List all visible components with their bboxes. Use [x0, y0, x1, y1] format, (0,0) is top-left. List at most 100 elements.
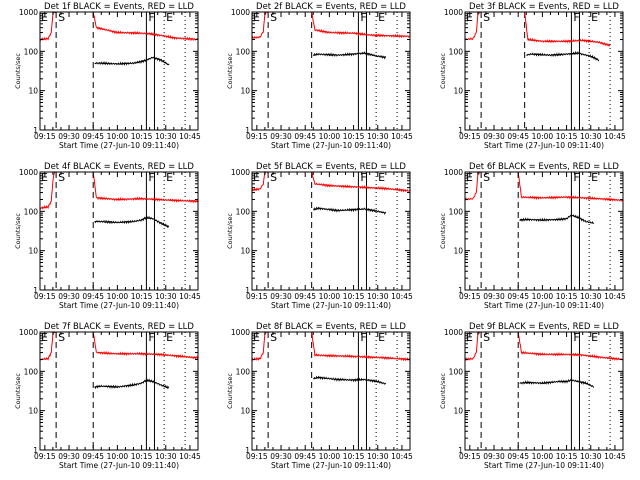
marker-label: E [166, 171, 173, 184]
y-tick-label: 1 [245, 446, 250, 455]
x-tick-label: 10:30 [367, 452, 389, 461]
x-tick-label: 09:30 [58, 292, 80, 301]
plot-frame [464, 331, 624, 451]
panel-title: Det 8f BLACK = Events, RED = LLD [256, 322, 406, 332]
marker-label: E [591, 331, 598, 344]
panel-title: Det 9f BLACK = Events, RED = LLD [469, 322, 619, 332]
x-axis-label: Start Time (27-Jun-10 09:11:40) [271, 301, 391, 310]
marker-label: F [148, 331, 154, 344]
marker-label: E [166, 331, 173, 344]
x-tick-label: 09:45 [82, 292, 104, 301]
x-tick-label: 09:15 [246, 132, 268, 141]
x-tick-label: 10:30 [367, 292, 389, 301]
y-tick-label: 1 [245, 126, 250, 135]
x-tick-label: 10:30 [580, 292, 602, 301]
series-line-events [94, 215, 170, 229]
y-tick-label: 1 [33, 446, 38, 455]
y-tick-label: 100 [449, 47, 464, 56]
plot-frame [251, 331, 411, 451]
series-line-events [94, 56, 170, 66]
series-line-lld [251, 331, 269, 361]
panel-title: Det 2f BLACK = Events, RED = LLD [256, 2, 406, 12]
x-tick-label: 10:00 [532, 292, 554, 301]
marker-label: F [573, 171, 579, 184]
marker-label: E [466, 331, 473, 344]
x-tick-label: 09:30 [483, 292, 505, 301]
marker-label: S [58, 331, 65, 344]
x-tick-label: 10:30 [367, 132, 389, 141]
marker-label: F [573, 331, 579, 344]
marker-label: E [41, 331, 48, 344]
plot-frame [251, 171, 411, 291]
y-tick-label: 10 [240, 247, 250, 256]
plot-frame [39, 171, 199, 291]
x-axis-label: Start Time (27-Jun-10 09:11:40) [271, 461, 391, 470]
marker-label: F [360, 11, 366, 24]
series-line-lld [517, 171, 623, 202]
y-tick-label: 100 [449, 207, 464, 216]
x-axis-label: Start Time (27-Jun-10 09:11:40) [484, 301, 604, 310]
marker-label: E [41, 11, 48, 24]
series-line-events [526, 50, 600, 62]
x-tick-label: 09:45 [82, 452, 104, 461]
series-line-lld [92, 172, 199, 204]
marker-label: S [270, 11, 277, 24]
x-tick-label: 10:15 [556, 132, 578, 141]
y-tick-label: 1000 [444, 168, 463, 177]
marker-label: S [58, 11, 65, 24]
panel-title: Det 6f BLACK = Events, RED = LLD [469, 162, 619, 172]
x-tick-label: 09:30 [270, 452, 292, 461]
marker-label: F [360, 331, 366, 344]
marker-label: E [166, 11, 173, 24]
x-tick-label: 10:45 [391, 452, 413, 461]
y-tick-label: 100 [24, 47, 39, 56]
x-tick-label: 09:45 [507, 132, 529, 141]
y-tick-label: 10 [240, 87, 250, 96]
x-tick-label: 10:00 [107, 292, 129, 301]
x-tick-label: 10:45 [391, 292, 413, 301]
y-tick-label: 100 [236, 367, 251, 376]
x-tick-label: 10:15 [556, 292, 578, 301]
x-tick-label: 09:45 [294, 292, 316, 301]
series-line-events [519, 378, 595, 388]
x-tick-label: 09:45 [507, 452, 529, 461]
x-tick-label: 10:15 [131, 452, 153, 461]
marker-label: E [253, 11, 260, 24]
x-tick-label: 09:15 [246, 292, 268, 301]
y-tick-label: 100 [236, 47, 251, 56]
y-tick-label: 10 [453, 247, 463, 256]
y-axis-label: Counts/sec [226, 213, 234, 249]
y-tick-label: 100 [449, 367, 464, 376]
y-tick-label: 100 [236, 207, 251, 216]
x-tick-label: 10:00 [532, 132, 554, 141]
x-tick-label: 10:00 [532, 452, 554, 461]
series-line-events [313, 51, 387, 60]
y-tick-label: 1000 [19, 8, 38, 17]
y-axis-label: Counts/sec [14, 213, 22, 249]
x-tick-label: 10:45 [604, 452, 626, 461]
series-line-lld [311, 11, 411, 39]
panel-title: Det 3f BLACK = Events, RED = LLD [469, 2, 619, 12]
x-axis-label: Start Time (27-Jun-10 09:11:40) [484, 141, 604, 150]
x-tick-label: 09:30 [58, 132, 80, 141]
x-tick-label: 10:00 [319, 132, 341, 141]
x-tick-label: 10:30 [580, 132, 602, 141]
y-tick-label: 1000 [231, 8, 250, 17]
x-tick-label: 10:15 [131, 292, 153, 301]
x-tick-label: 10:00 [107, 132, 129, 141]
series-line-lld [311, 171, 411, 193]
y-tick-label: 100 [24, 207, 39, 216]
marker-label: F [148, 11, 154, 24]
x-tick-label: 09:15 [459, 132, 481, 141]
x-tick-label: 10:00 [107, 452, 129, 461]
marker-label: F [573, 11, 579, 24]
x-tick-label: 10:15 [343, 452, 365, 461]
series-line-lld [311, 331, 411, 362]
y-tick-label: 1000 [19, 168, 38, 177]
y-axis-label: Counts/sec [14, 373, 22, 409]
plot-frame [251, 11, 411, 131]
series-line-lld [524, 12, 611, 47]
